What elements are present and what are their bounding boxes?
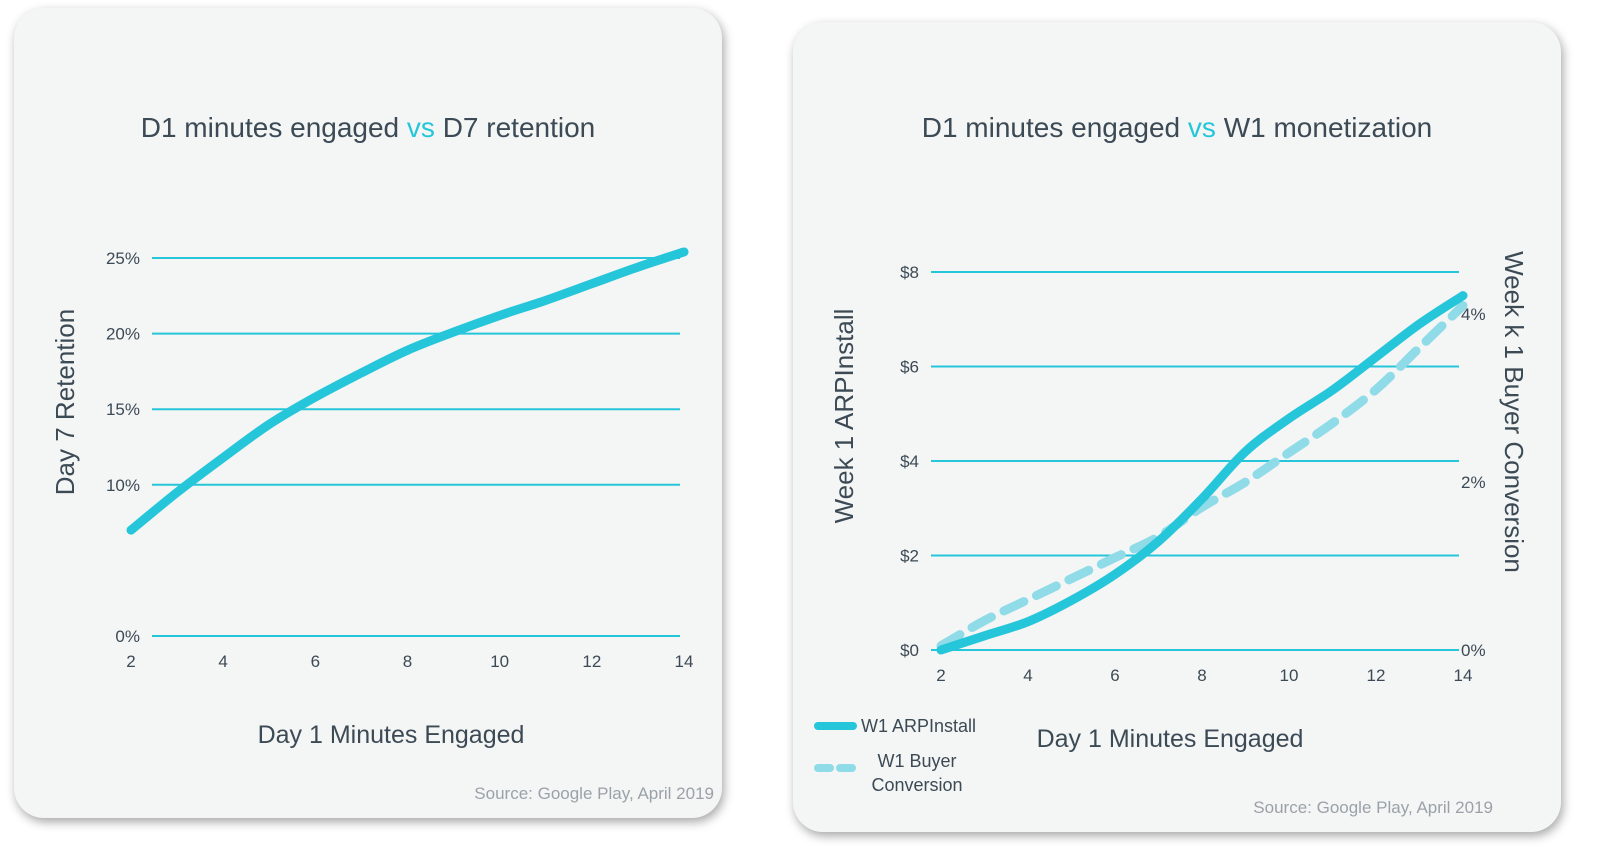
retention-chart: 0% 10% 15% 20% 25% 2 4 6 8 10 12 14 Day 7 Retentio…	[50, 247, 694, 749]
x-tick-label: 8	[1197, 666, 1206, 685]
y-tick-label: 20%	[106, 325, 140, 344]
x-axis-label: Day 1 Minutes Engaged	[1037, 725, 1304, 753]
y2-axis-label: Week k 1 Buyer Conversion	[1499, 251, 1529, 573]
x-tick-label: 10	[490, 652, 509, 671]
y2-tick-label: 2%	[1461, 473, 1486, 492]
x-tick-label: 14	[1454, 666, 1473, 685]
y-tick-label: 25%	[106, 249, 140, 268]
y2-tick-label: 0%	[1461, 641, 1486, 660]
x-axis-label: Day 1 Minutes Engaged	[258, 721, 525, 749]
y-axis-label: Day 7 Retention	[50, 309, 80, 495]
monetization-chart: $0 $2 $4 $6 $8 0% 2% 4% 2 4 6 8 10 12 14 Week 1 ARPI…	[814, 251, 1529, 772]
x-tick-label: 4	[218, 652, 227, 671]
x-tick-label: 2	[126, 652, 135, 671]
x-tick-label: 14	[675, 652, 694, 671]
x-tick-label: 6	[1110, 666, 1119, 685]
chart-card-retention: D1 minutes engaged vs D7 retention 0% 10%…	[14, 8, 722, 818]
x-tick-label: 2	[936, 666, 945, 685]
chart-title: D1 minutes engaged vs D7 retention	[140, 112, 596, 143]
y-tick-label: $4	[900, 452, 919, 471]
x-tick-label: 4	[1023, 666, 1032, 685]
y-tick-label: 15%	[106, 400, 140, 419]
chart-title: D1 minutes engaged vs W1 monetization	[921, 112, 1433, 143]
series-line-d7-retention	[126, 247, 689, 535]
y-tick-label: $0	[900, 641, 919, 660]
y-tick-label: 10%	[106, 476, 140, 495]
series-line-w1-buyer-conversion	[936, 301, 1468, 651]
x-tick-label: 12	[582, 652, 601, 671]
source-note: Source: Google Play, April 2019	[1253, 798, 1493, 817]
series-line-w1-arpinstall	[936, 291, 1468, 655]
y-axis-label: Week 1 ARPInstall	[829, 309, 859, 524]
legend-label-arpinstall: W1 ARPInstall	[861, 716, 977, 736]
y-tick-label: $8	[900, 263, 919, 282]
x-tick-label: 12	[1367, 666, 1386, 685]
y-tick-label: $6	[900, 358, 919, 377]
chart-card-monetization: D1 minutes engaged vs W1 monetization $0…	[793, 22, 1561, 832]
y2-tick-label: 4%	[1461, 305, 1486, 324]
source-note: Source: Google Play, April 2019	[474, 784, 714, 803]
x-tick-label: 8	[403, 652, 412, 671]
x-tick-label: 10	[1280, 666, 1299, 685]
x-tick-label: 6	[311, 652, 320, 671]
legend-label-buyer-conversion: W1 Buyer Conversion	[871, 751, 963, 795]
y-tick-label: 0%	[115, 627, 140, 646]
y-tick-label: $2	[900, 547, 919, 566]
